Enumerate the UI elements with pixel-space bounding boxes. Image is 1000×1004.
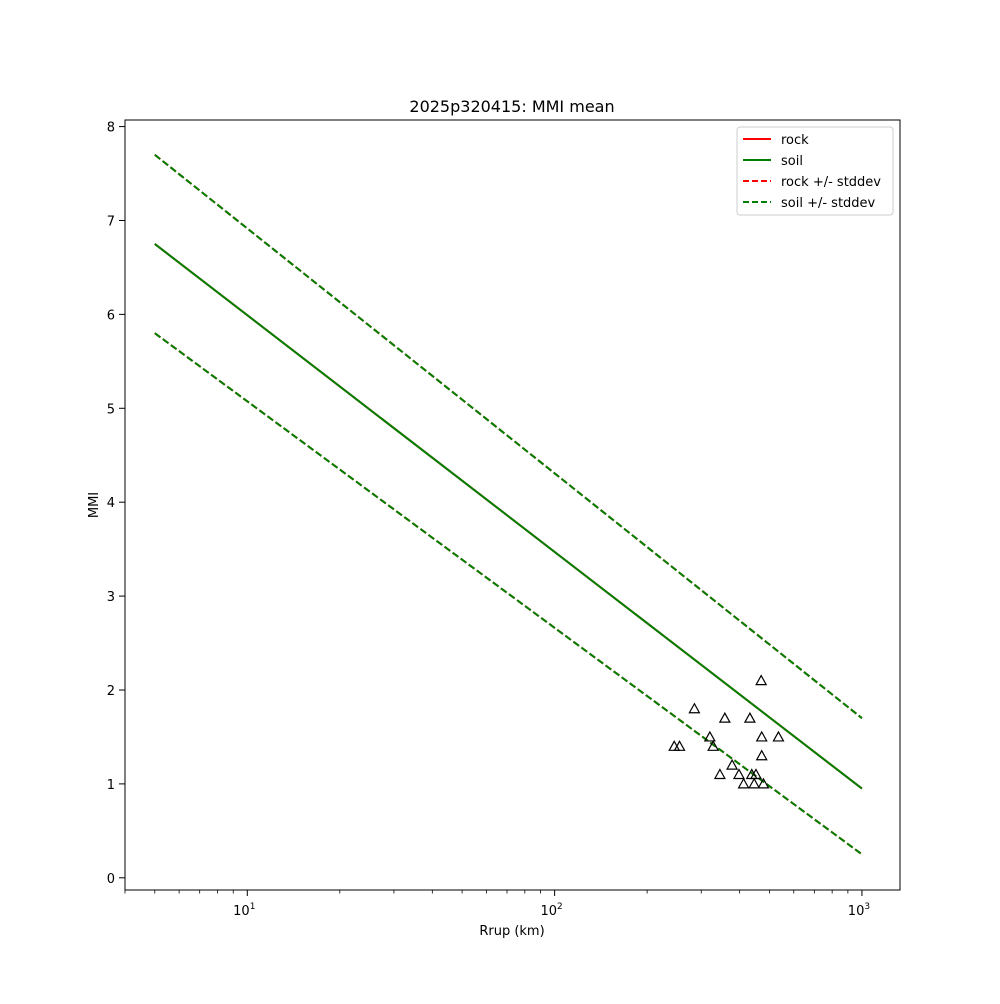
chart-title: 2025p320415: MMI mean	[409, 97, 614, 116]
station-marker	[718, 711, 731, 723]
station-marker	[673, 740, 686, 751]
x-axis-ticks: 101 102 103	[124, 890, 870, 919]
station-marker	[732, 768, 745, 780]
station-marker	[755, 749, 768, 761]
station-markers	[668, 674, 785, 789]
station-marker	[726, 758, 739, 770]
station-marker	[772, 730, 785, 742]
y-tick-label: 5	[107, 402, 115, 417]
plot-frame	[124, 119, 901, 891]
x-tick-label: 102	[540, 902, 562, 919]
legend-label: soil	[781, 154, 803, 169]
y-tick-label: 6	[107, 308, 115, 323]
legend-label: rock	[781, 133, 809, 148]
y-tick-label: 4	[107, 496, 115, 511]
station-marker	[713, 768, 726, 780]
y-tick-label: 2	[107, 684, 115, 699]
station-marker	[755, 730, 768, 742]
series-line-soil	[154, 243, 863, 790]
series-line-soil-stddev-upper	[154, 153, 863, 719]
x-tick-label: 101	[233, 902, 255, 919]
series-line-soil-stddev-lower	[154, 332, 863, 856]
legend-label: soil +/- stddev	[781, 196, 876, 211]
station-marker	[737, 777, 750, 789]
y-tick-label: 0	[107, 872, 115, 887]
legend: rock soil rock +/- stddev soil +/- stddev	[736, 126, 894, 216]
y-tick-label: 3	[107, 590, 115, 605]
y-tick-label: 7	[107, 214, 115, 229]
y-axis-label: MMI	[87, 492, 102, 518]
station-marker	[743, 711, 756, 723]
station-marker	[707, 740, 720, 751]
station-marker	[703, 730, 716, 742]
station-marker	[688, 702, 701, 714]
x-axis-label: Rrup (km)	[479, 924, 544, 939]
station-marker	[755, 674, 768, 686]
legend-box	[736, 126, 894, 216]
station-marker	[748, 777, 761, 789]
station-marker	[749, 768, 762, 780]
legend-label: rock +/- stddev	[781, 175, 881, 190]
y-axis-ticks: 0 1 2 3 4 5 6 7 8	[107, 121, 125, 887]
y-tick-label: 8	[107, 121, 115, 136]
y-tick-label: 1	[107, 778, 115, 793]
station-marker	[757, 777, 770, 789]
x-tick-label: 103	[848, 902, 870, 919]
series-lines	[154, 153, 863, 856]
